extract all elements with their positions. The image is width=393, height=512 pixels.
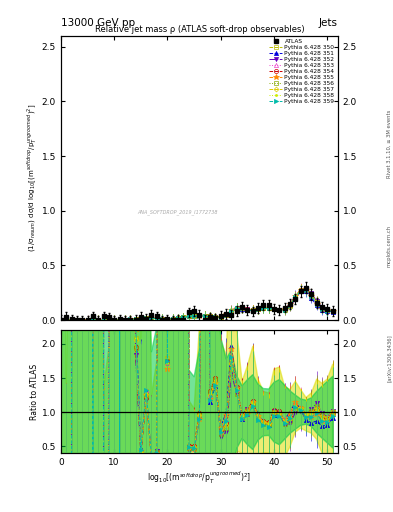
Text: Rivet 3.1.10, ≥ 3M events: Rivet 3.1.10, ≥ 3M events	[387, 109, 392, 178]
X-axis label: log$_{10}$[(m$^{soft drop}$/p$_T^{ungroomed}$)$^2$]: log$_{10}$[(m$^{soft drop}$/p$_T^{ungroo…	[147, 470, 252, 486]
Text: ANA_SOFTDROP_2019_I1772738: ANA_SOFTDROP_2019_I1772738	[137, 209, 218, 215]
Text: mcplots.cern.ch: mcplots.cern.ch	[387, 225, 392, 267]
Y-axis label: Ratio to ATLAS: Ratio to ATLAS	[30, 364, 39, 420]
Legend: ATLAS, Pythia 6.428 350, Pythia 6.428 351, Pythia 6.428 352, Pythia 6.428 353, P: ATLAS, Pythia 6.428 350, Pythia 6.428 35…	[267, 37, 337, 106]
Title: Relative jet mass ρ (ATLAS soft-drop observables): Relative jet mass ρ (ATLAS soft-drop obs…	[95, 25, 304, 34]
Y-axis label: (1/σ$_{resum}$) dσ/d log$_{10}$[(m$^{soft drop}$/p$_T^{ungroomed}$)$^2$]: (1/σ$_{resum}$) dσ/d log$_{10}$[(m$^{sof…	[26, 104, 39, 252]
Text: Jets: Jets	[319, 18, 338, 28]
Text: [arXiv:1306.3436]: [arXiv:1306.3436]	[387, 334, 392, 382]
Text: 13000 GeV pp: 13000 GeV pp	[61, 18, 135, 28]
